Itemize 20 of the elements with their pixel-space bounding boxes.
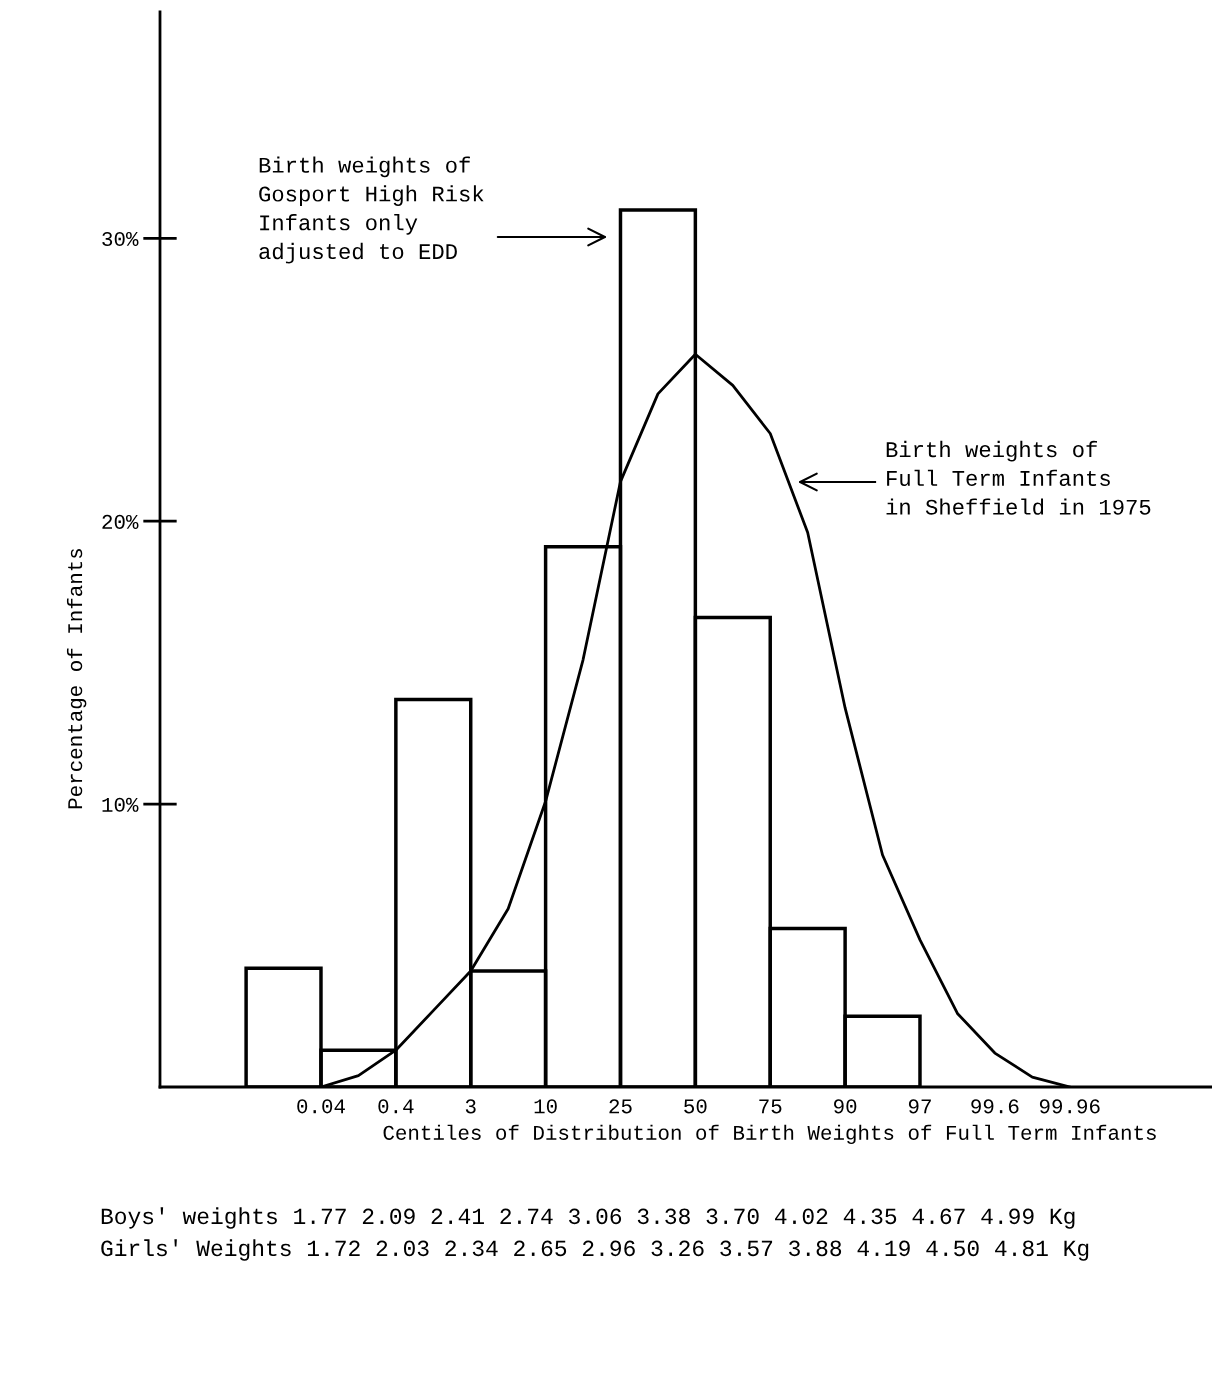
x-tick-label: 99.6 xyxy=(971,1099,1019,1114)
annotation: Birth weights of Full Term Infants in Sheffield in 1975 xyxy=(886,440,1151,515)
x-tick-label: 50 xyxy=(684,1099,707,1114)
y-axis-title: Percentage of Infants xyxy=(66,548,87,809)
y-tick-label: 30% xyxy=(102,231,139,247)
x-tick-label: 0.4 xyxy=(378,1099,414,1114)
x-tick-label: 90 xyxy=(834,1099,857,1114)
x-tick-label: 99.96 xyxy=(1039,1099,1100,1114)
text: Girls' Weights 1.72 2.03 2.34 2.65 2.96 3.26 3.57 3.88 4.19 4.50 4.81 Kg xyxy=(101,1239,1089,1261)
x-tick-label: 97 xyxy=(908,1099,931,1114)
x-tick-label: 0.04 xyxy=(297,1099,345,1114)
x-axis-title: Centiles of Distribution of Birth Weights of Full Term Infants xyxy=(383,1124,1156,1145)
x-tick-label: 3 xyxy=(465,1099,476,1114)
x-tick-label: 25 xyxy=(609,1099,632,1114)
text: Boys' weights 1.77 2.09 2.41 2.74 3.06 3.38 3.70 4.02 4.35 4.67 4.99 Kg xyxy=(101,1207,1075,1229)
y-tick-label: 20% xyxy=(102,514,139,529)
annotation: Birth weights of Gosport High Risk Infants only adjusted to EDD xyxy=(259,156,484,264)
x-tick-label: 10 xyxy=(534,1099,557,1114)
y-tick-label: 10% xyxy=(102,797,139,812)
x-tick-label: 75 xyxy=(759,1099,782,1114)
